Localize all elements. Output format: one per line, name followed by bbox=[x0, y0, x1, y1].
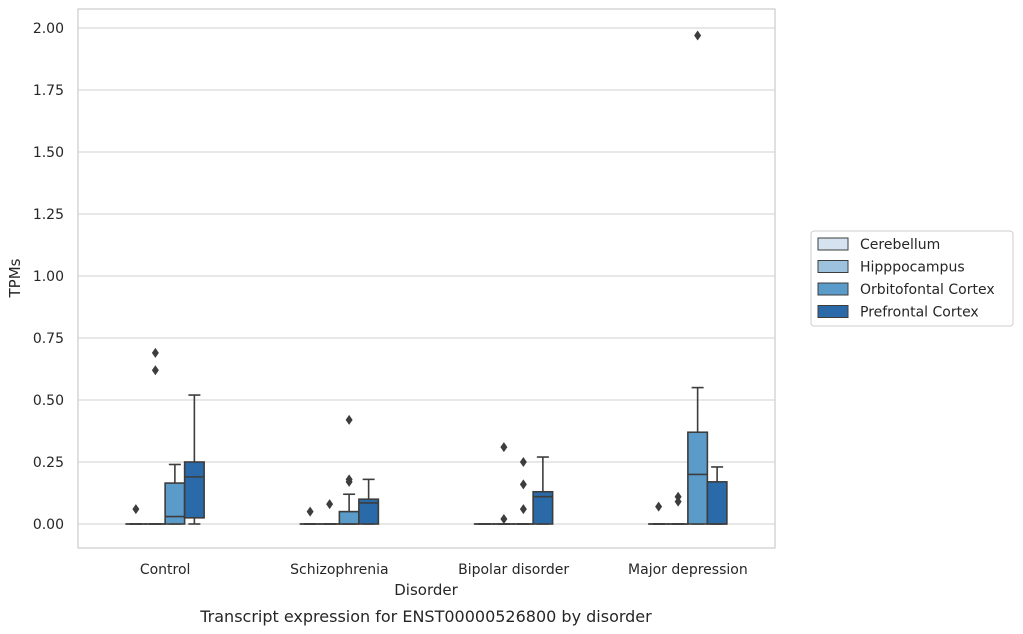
y-tick-label: 1.25 bbox=[33, 207, 64, 223]
legend-frame bbox=[810, 230, 1014, 327]
x-tick-label: Major depression bbox=[628, 562, 748, 578]
y-tick-label: 0.25 bbox=[33, 455, 64, 471]
outlier-marker bbox=[655, 501, 663, 512]
x-tick-label: Control bbox=[140, 562, 191, 578]
box-3-2 bbox=[532, 456, 554, 525]
legend-swatch bbox=[817, 237, 849, 251]
box-1-0 bbox=[144, 347, 166, 525]
legend-swatch bbox=[817, 282, 849, 296]
legend-swatch bbox=[817, 305, 849, 318]
box-3-3 bbox=[706, 466, 728, 525]
legend-swatch bbox=[817, 260, 849, 273]
box-body bbox=[358, 498, 380, 525]
x-axis-label: Disorder bbox=[394, 581, 458, 599]
box-2-1 bbox=[338, 414, 360, 525]
box-2-2 bbox=[512, 457, 534, 525]
y-axis-label: TPMs bbox=[6, 258, 24, 298]
outlier-marker bbox=[345, 414, 353, 425]
outlier-marker bbox=[132, 504, 140, 515]
outlier-marker bbox=[345, 474, 353, 485]
box-1-3 bbox=[667, 491, 689, 525]
outlier-marker bbox=[151, 347, 159, 358]
outlier-marker bbox=[326, 499, 334, 510]
box-body bbox=[706, 481, 728, 525]
legend-label: Cerebellum bbox=[860, 237, 940, 253]
box-body bbox=[338, 510, 360, 525]
legend-label: Orbitofontal Cortex bbox=[860, 282, 995, 298]
box-3-0 bbox=[183, 394, 205, 525]
y-tick-labels: 0.00 0.25 0.50 0.75 1.00 1.25 1.50 1.75 2.00 bbox=[33, 21, 64, 533]
box-3-1 bbox=[358, 478, 380, 525]
box-0-1 bbox=[299, 506, 321, 525]
y-tick-label: 1.75 bbox=[33, 83, 64, 99]
legend-label: Hipppocampus bbox=[860, 260, 965, 276]
boxes bbox=[125, 30, 728, 525]
outlier-marker bbox=[519, 479, 527, 490]
box-body bbox=[183, 461, 205, 519]
legend-label: Prefrontal Cortex bbox=[860, 305, 979, 321]
x-tick-label: Bipolar disorder bbox=[458, 562, 569, 578]
y-tick-label: 1.00 bbox=[33, 269, 64, 285]
y-tick-label: 0.00 bbox=[33, 517, 64, 533]
y-tick-label: 1.50 bbox=[33, 145, 64, 161]
outlier-marker bbox=[306, 506, 314, 517]
y-tick-label: 2.00 bbox=[33, 21, 64, 37]
box-body bbox=[532, 490, 554, 525]
legend: Cerebellum Hipppocampus Orbitofontal Corte… bbox=[810, 230, 1014, 327]
box-2-3 bbox=[687, 30, 709, 525]
outlier-marker bbox=[151, 365, 159, 376]
box-body bbox=[164, 482, 186, 525]
box-body bbox=[687, 431, 709, 525]
plot-frame bbox=[77, 8, 776, 549]
y-tick-label: 0.50 bbox=[33, 393, 64, 409]
x-tick-label: Schizophrenia bbox=[290, 562, 388, 578]
chart-caption: Transcript expression for ENST0000052680… bbox=[199, 607, 652, 626]
outlier-marker bbox=[674, 491, 682, 502]
box-1-2 bbox=[493, 442, 515, 525]
box-0-3 bbox=[648, 501, 670, 525]
outlier-marker bbox=[500, 442, 508, 453]
y-tick-label: 0.75 bbox=[33, 331, 64, 347]
outlier-marker bbox=[500, 514, 508, 525]
outlier-marker bbox=[694, 30, 702, 41]
x-tick-labels: Control Schizophrenia Bipolar disorder Majo… bbox=[140, 562, 748, 578]
box-2-0 bbox=[164, 463, 186, 525]
outlier-marker bbox=[519, 457, 527, 467]
outlier-marker bbox=[519, 504, 527, 515]
